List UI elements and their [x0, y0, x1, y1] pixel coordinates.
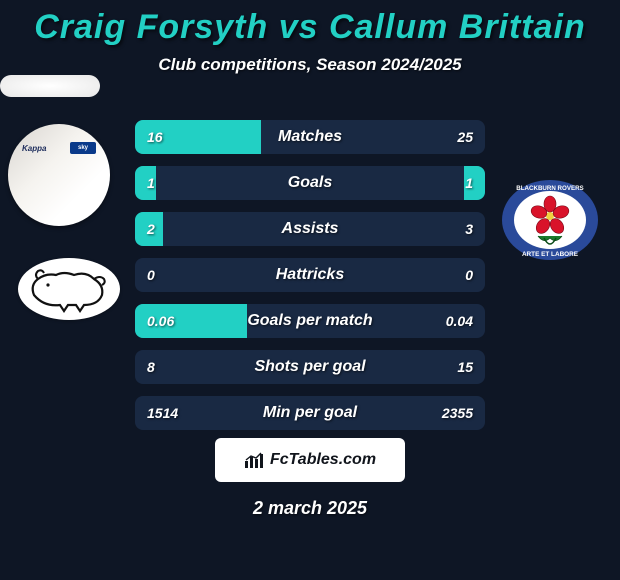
stat-right-value: 25: [457, 129, 473, 145]
stat-row: 0.06Goals per match0.04: [135, 304, 485, 338]
stat-label: Min per goal: [135, 404, 485, 422]
player-right-avatar: [0, 75, 100, 97]
club-left-badge: [18, 258, 120, 320]
page-title: Craig Forsyth vs Callum Brittain: [0, 0, 620, 47]
stat-row: 8Shots per goal15: [135, 350, 485, 384]
player-left-avatar: Kappa sky: [8, 124, 110, 226]
stat-label: Goals per match: [135, 312, 485, 330]
blackburn-crest-icon: BLACKBURN ROVERS ARTE ET LABORE: [500, 178, 600, 262]
branding-label: FcTables.com: [270, 451, 376, 469]
kit-patch-skybet: sky: [70, 142, 96, 154]
stat-right-value: 2355: [442, 405, 473, 421]
club-right-badge: BLACKBURN ROVERS ARTE ET LABORE: [500, 178, 600, 262]
stat-label: Shots per goal: [135, 358, 485, 376]
stat-row: 1514Min per goal2355: [135, 396, 485, 430]
date-text: 2 march 2025: [0, 498, 620, 519]
stat-right-value: 0: [465, 267, 473, 283]
ram-icon: [24, 265, 114, 313]
stat-label: Goals: [135, 174, 485, 192]
stat-row: 0Hattricks0: [135, 258, 485, 292]
stat-right-value: 0.04: [446, 313, 473, 329]
page-subtitle: Club competitions, Season 2024/2025: [0, 55, 620, 75]
stat-right-value: 1: [465, 175, 473, 191]
stat-right-value: 3: [465, 221, 473, 237]
stat-label: Hattricks: [135, 266, 485, 284]
comparison-card: Craig Forsyth vs Callum Brittain Club co…: [0, 0, 620, 580]
stat-label: Matches: [135, 128, 485, 146]
crest-club-text: BLACKBURN ROVERS: [516, 185, 583, 192]
stats-bars-icon: [244, 451, 266, 469]
stat-row: 16Matches25: [135, 120, 485, 154]
kit-sponsor-kappa: Kappa: [22, 144, 46, 153]
stat-row: 1Goals1: [135, 166, 485, 200]
crest-motto-text: ARTE ET LABORE: [522, 251, 579, 258]
stat-row: 2Assists3: [135, 212, 485, 246]
stat-right-value: 15: [457, 359, 473, 375]
stat-label: Assists: [135, 220, 485, 238]
branding-badge[interactable]: FcTables.com: [215, 438, 405, 482]
stats-table: 16Matches25 1Goals1 2Assists3 0Hattricks0 0.…: [135, 120, 485, 442]
